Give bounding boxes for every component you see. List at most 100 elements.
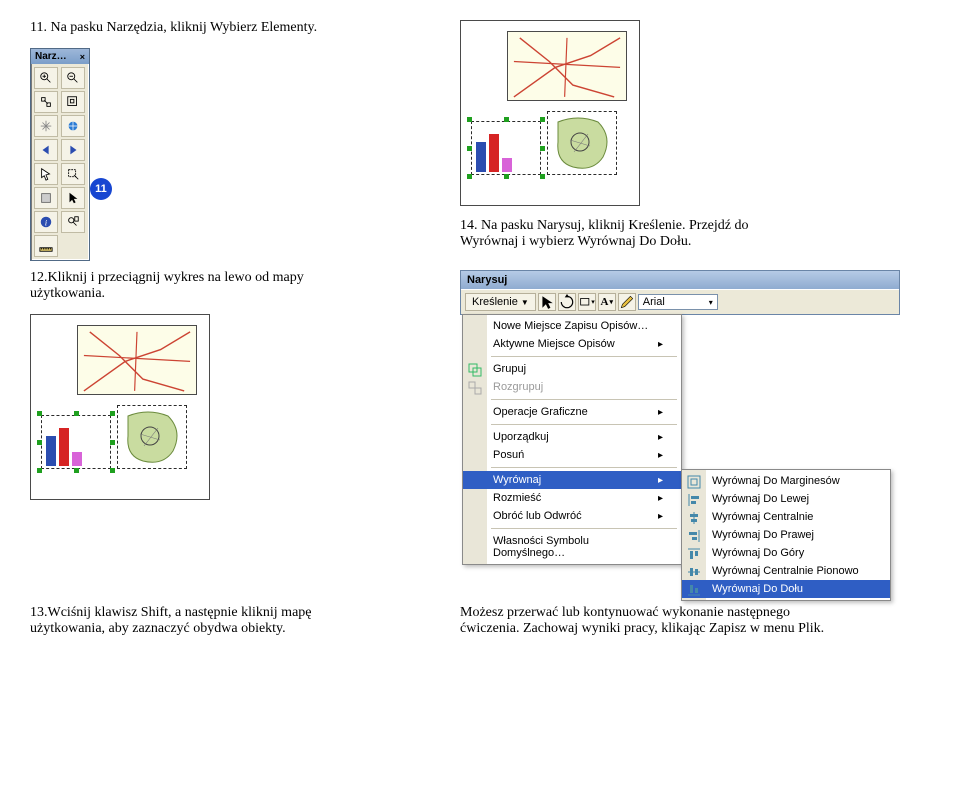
right-icon — [686, 528, 702, 544]
chevron-down-icon: ▾ — [709, 298, 713, 307]
narysuj-title: Narysuj — [461, 271, 899, 289]
chart-thumb-2 — [41, 415, 111, 469]
submenu-item[interactable]: Wyrównaj Do Dołu — [682, 580, 890, 598]
bottom-icon — [686, 582, 702, 598]
callout-11: 11 — [90, 178, 112, 200]
menu-item-label: Rozmieść — [493, 492, 541, 504]
submenu-item[interactable]: Wyrównaj Do Prawej — [682, 526, 890, 544]
submenu-item[interactable]: Wyrównaj Do Góry — [682, 544, 890, 562]
menu-item[interactable]: Wyrównaj — [463, 471, 681, 489]
page-preview-left — [30, 314, 210, 500]
find-icon[interactable] — [61, 211, 85, 233]
narysuj-toolbar: Narysuj Kreślenie ▼ ▾ A▾ Arial ▾ Nowe — [460, 270, 900, 565]
bar-2 — [502, 158, 512, 172]
menu-item-label: Nowe Miejsce Zapisu Opisów… — [493, 320, 648, 332]
submenu-item[interactable]: Wyrównaj Do Lewej — [682, 490, 890, 508]
measure-icon[interactable] — [34, 235, 58, 257]
bar-0 — [476, 142, 486, 172]
kreslenie-menu: Nowe Miejsce Zapisu Opisów… Aktywne Miejs… — [462, 314, 682, 565]
rect-tool-icon[interactable]: ▾ — [578, 293, 596, 311]
narz-title-text: Narz… — [35, 51, 67, 62]
narz-toolbar-wrap: Narz… × i — [30, 48, 410, 261]
submenu-item-label: Wyrównaj Do Dołu — [712, 583, 803, 595]
menu-item-label: Operacje Graficzne — [493, 406, 588, 418]
menu-item[interactable]: Własności Symbolu Domyślnego… — [463, 532, 681, 562]
menu-item-label: Grupuj — [493, 363, 526, 375]
menu-item-label: Rozgrupuj — [493, 381, 543, 393]
map-thumb-landuse — [547, 111, 617, 175]
menu-item[interactable]: Aktywne Miejsce Opisów — [463, 335, 681, 353]
centerH-icon — [686, 510, 702, 526]
closing-note: Możesz przerwać lub kontynuować wykonani… — [460, 605, 840, 637]
submenu-item[interactable]: Wyrównaj Do Marginesów — [682, 472, 890, 490]
menu-item[interactable]: Nowe Miejsce Zapisu Opisów… — [463, 317, 681, 335]
menu-item[interactable]: Rozmieść — [463, 489, 681, 507]
menu-item-label: Wyrównaj — [493, 474, 541, 486]
font-dropdown[interactable]: Arial ▾ — [638, 294, 718, 310]
map-thumb-main-2 — [77, 325, 197, 395]
select-elements-icon[interactable] — [61, 163, 85, 185]
submenu-item-label: Wyrównaj Do Góry — [712, 547, 804, 559]
submenu-item-label: Wyrównaj Centralnie Pionowo — [712, 565, 859, 577]
submenu-item-label: Wyrównaj Do Marginesów — [712, 475, 840, 487]
menu-item[interactable]: Obróć lub Odwróć — [463, 507, 681, 525]
step-13-text: 13.Wciśnij klawisz Shift, a następnie kl… — [30, 605, 370, 637]
pan-icon[interactable] — [34, 115, 58, 137]
menu-item-label: Obróć lub Odwróć — [493, 510, 582, 522]
bar-1-b — [59, 428, 69, 466]
bar-1 — [489, 134, 499, 172]
identify-icon[interactable]: i — [34, 211, 58, 233]
pointer-icon[interactable] — [61, 187, 85, 209]
centerV-icon — [686, 564, 702, 580]
submenu-item[interactable]: Wyrównaj Centralnie — [682, 508, 890, 526]
rotate-tool-icon[interactable] — [558, 293, 576, 311]
submenu-item-label: Wyrównaj Do Lewej — [712, 493, 809, 505]
zoom-out-icon[interactable] — [61, 67, 85, 89]
submenu-item-label: Wyrównaj Do Prawej — [712, 529, 814, 541]
close-icon[interactable]: × — [80, 52, 85, 62]
menu-item[interactable]: Uporządkuj — [463, 428, 681, 446]
left-icon — [686, 492, 702, 508]
pointer-tool-icon[interactable] — [538, 293, 556, 311]
menu-item[interactable]: Posuń — [463, 446, 681, 464]
fixed-zoom-in-icon[interactable] — [34, 91, 58, 113]
menu-item[interactable]: Grupuj — [463, 360, 681, 378]
bar-0-b — [46, 436, 56, 466]
submenu-item-label: Wyrównaj Centralnie — [712, 511, 813, 523]
marg-icon — [686, 474, 702, 490]
edit-tool-icon[interactable] — [618, 293, 636, 311]
menu-item-label: Aktywne Miejsce Opisów — [493, 338, 615, 350]
menu-item[interactable]: Operacje Graficzne — [463, 403, 681, 421]
full-extent-icon[interactable] — [61, 115, 85, 137]
kreslenie-dropdown[interactable]: Kreślenie ▼ — [465, 293, 536, 311]
map-thumb-landuse-2 — [117, 405, 187, 469]
ungrp-icon — [467, 380, 483, 396]
menu-item: Rozgrupuj — [463, 378, 681, 396]
bar-2-b — [72, 452, 82, 466]
narz-toolbar: Narz… × i — [30, 48, 90, 261]
menu-item-label: Uporządkuj — [493, 431, 549, 443]
back-icon[interactable] — [34, 139, 58, 161]
select-features-icon[interactable] — [34, 163, 58, 185]
clear-selection-icon[interactable] — [34, 187, 58, 209]
page-preview-top-right — [460, 20, 640, 206]
top-icon — [686, 546, 702, 562]
menu-item-label: Własności Symbolu Domyślnego… — [493, 535, 663, 559]
zoom-in-icon[interactable] — [34, 67, 58, 89]
forward-icon[interactable] — [61, 139, 85, 161]
text-tool-icon[interactable]: A▾ — [598, 293, 616, 311]
chevron-down-icon: ▼ — [521, 298, 529, 307]
chart-thumb — [471, 121, 541, 175]
step-12-text: 12.Kliknij i przeciągnij wykres na lewo … — [30, 270, 370, 302]
font-name: Arial — [643, 296, 665, 308]
grp-icon — [467, 362, 483, 378]
fixed-zoom-out-icon[interactable] — [61, 91, 85, 113]
submenu-item[interactable]: Wyrównaj Centralnie Pionowo — [682, 562, 890, 580]
kreslenie-label: Kreślenie — [472, 296, 518, 308]
wyrownaj-submenu: Wyrównaj Do Marginesów Wyrównaj Do Lewej W… — [681, 469, 891, 601]
step-14-text: 14. Na pasku Narysuj, kliknij Kreślenie.… — [460, 218, 800, 250]
narz-titlebar: Narz… × — [31, 49, 89, 64]
map-thumb-main — [507, 31, 627, 101]
step-11-text: 11. Na pasku Narzędzia, kliknij Wybierz … — [30, 20, 410, 36]
menu-item-label: Posuń — [493, 449, 524, 461]
